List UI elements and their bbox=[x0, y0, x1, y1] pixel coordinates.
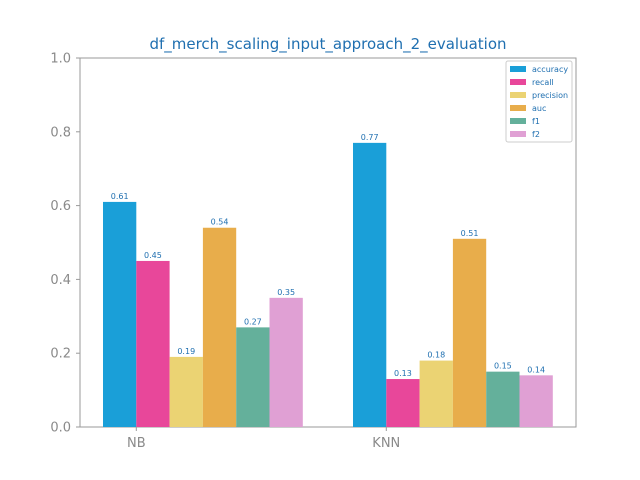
y-tick-label: 0.4 bbox=[50, 273, 71, 288]
bar-group-knn: 0.77 0.13 0.18 0.51 0.15 0.14 bbox=[353, 133, 553, 427]
bars-group: 0.61 0.45 0.19 0.54 0.27 0.35 0.77 0.13 0.18 0.51… bbox=[103, 133, 553, 427]
legend-label-f2: f2 bbox=[532, 130, 540, 139]
x-axis: NB KNN bbox=[127, 427, 400, 451]
x-tick-label: KNN bbox=[372, 436, 400, 451]
legend-swatch-accuracy bbox=[510, 66, 526, 72]
data-label: 0.54 bbox=[211, 218, 229, 227]
y-tick-label: 0.2 bbox=[50, 347, 71, 362]
bar-accuracy-nb bbox=[103, 201, 137, 427]
y-tick-label: 1.0 bbox=[50, 52, 71, 67]
chart-title: df_merch_scaling_input_approach_2_evalua… bbox=[149, 35, 506, 54]
data-label: 0.18 bbox=[427, 351, 445, 360]
legend-swatch-precision bbox=[510, 92, 526, 98]
data-label: 0.51 bbox=[461, 229, 479, 238]
bar-f2-nb bbox=[269, 297, 303, 427]
bar-precision-knn bbox=[419, 360, 453, 427]
legend-swatch-f2 bbox=[510, 131, 526, 137]
bar-recall-knn bbox=[386, 379, 420, 427]
data-label: 0.45 bbox=[144, 251, 162, 260]
bar-auc-nb bbox=[202, 227, 237, 427]
bar-group-nb: 0.61 0.45 0.19 0.54 0.27 0.35 bbox=[103, 192, 303, 427]
legend-label-accuracy: accuracy bbox=[532, 65, 568, 74]
legend-label-recall: recall bbox=[532, 78, 554, 87]
bar-accuracy-knn bbox=[353, 142, 387, 427]
bar-f2-knn bbox=[519, 375, 553, 427]
x-tick-label: NB bbox=[127, 436, 146, 451]
legend-label-f1: f1 bbox=[532, 117, 540, 126]
y-tick-label: 0.8 bbox=[50, 125, 71, 140]
data-label: 0.35 bbox=[277, 288, 295, 297]
bar-f1-knn bbox=[486, 371, 520, 427]
legend-swatch-f1 bbox=[510, 118, 526, 124]
data-label: 0.61 bbox=[111, 192, 129, 201]
data-label: 0.27 bbox=[244, 317, 262, 326]
bar-recall-nb bbox=[136, 260, 170, 427]
bar-precision-nb bbox=[169, 356, 203, 427]
data-label: 0.15 bbox=[494, 362, 512, 371]
data-label: 0.77 bbox=[361, 133, 379, 142]
legend-swatch-auc bbox=[510, 105, 526, 111]
plot-frame bbox=[79, 57, 577, 428]
data-label: 0.13 bbox=[394, 369, 412, 378]
legend-swatch-recall bbox=[510, 79, 526, 85]
y-axis: 0.0 0.2 0.4 0.6 0.8 1.0 bbox=[50, 52, 80, 436]
legend-label-auc: auc bbox=[532, 104, 546, 113]
legend: accuracy recall precision auc f1 f2 bbox=[505, 60, 573, 143]
bar-f1-nb bbox=[236, 327, 270, 427]
data-label: 0.14 bbox=[527, 365, 545, 374]
data-label: 0.19 bbox=[177, 347, 195, 356]
bar-auc-knn bbox=[452, 238, 487, 427]
legend-label-precision: precision bbox=[532, 91, 568, 100]
y-tick-label: 0.6 bbox=[50, 199, 71, 214]
y-tick-label: 0.0 bbox=[50, 421, 71, 436]
